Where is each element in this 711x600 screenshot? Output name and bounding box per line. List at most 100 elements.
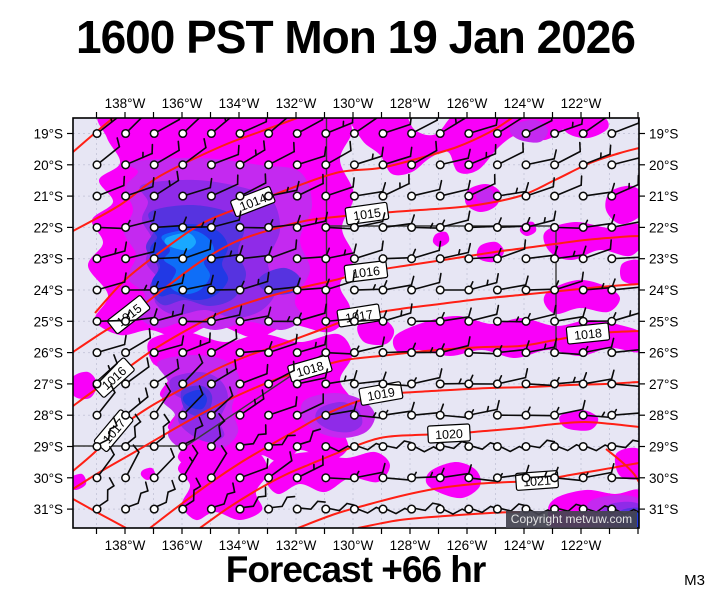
- wind-barb: [492, 182, 530, 201]
- wind-barb: [407, 140, 438, 170]
- lat-label-left: 21°S: [34, 189, 63, 204]
- model-id-label: M3: [684, 572, 705, 589]
- wind-barb: [149, 382, 172, 420]
- svg-text:1015: 1015: [352, 206, 382, 224]
- wind-barb: [321, 502, 356, 514]
- precip-area: [543, 221, 639, 261]
- precip-area: [425, 462, 481, 499]
- wind-barb: [607, 118, 639, 139]
- lat-label-right: 25°S: [649, 314, 678, 329]
- lon-label-top: 122°W: [561, 96, 602, 111]
- wind-barb: [607, 379, 639, 389]
- wind-barb: [349, 240, 384, 264]
- wind-barb: [607, 439, 639, 452]
- wind-barb: [521, 177, 556, 201]
- wind-barb: [550, 307, 587, 326]
- wind-barb: [292, 173, 324, 201]
- precip-area: [164, 232, 196, 251]
- lon-label-bottom: 134°W: [219, 538, 260, 553]
- wind-barb: [92, 477, 115, 514]
- wind-barb: [378, 401, 415, 420]
- lat-label-left: 20°S: [34, 158, 63, 173]
- wind-barb: [550, 175, 583, 201]
- wind-barb: [178, 385, 204, 420]
- wind-barb: [321, 118, 354, 139]
- wind-barb: [206, 482, 236, 514]
- wind-barb: [492, 275, 529, 295]
- wind-barb: [435, 307, 472, 326]
- wind-barb: [521, 304, 557, 326]
- wind-barb: [492, 340, 530, 358]
- lon-label-bottom: 130°W: [333, 538, 374, 553]
- wind-barb: [235, 458, 269, 483]
- isobar-label: 1018: [565, 322, 611, 345]
- wind-barb: [550, 141, 582, 170]
- wind-barb: [578, 118, 607, 139]
- wind-barb: [435, 148, 471, 170]
- forecast-hour-label: Forecast +66 hr: [225, 549, 487, 590]
- precip-area: [558, 118, 609, 139]
- wind-barb: [435, 409, 475, 420]
- wind-barb: [578, 337, 615, 358]
- wind-barb: [492, 367, 529, 389]
- wind-barb: [92, 272, 127, 295]
- wind-barb: [178, 177, 213, 201]
- wind-barb: [407, 272, 442, 295]
- wind-barb: [349, 336, 386, 358]
- wind-barb: [521, 439, 556, 452]
- lon-label-top: 132°W: [276, 96, 317, 111]
- wind-barb: [264, 333, 298, 358]
- wind-barb: [321, 400, 358, 420]
- wind-barb: [235, 140, 266, 170]
- wind-barb: [550, 271, 585, 295]
- lon-label-bottom: 138°W: [105, 538, 146, 553]
- wind-barb: [92, 241, 128, 264]
- wind-barb: [206, 444, 228, 483]
- wind-barb: [92, 445, 115, 483]
- lat-label-left: 26°S: [34, 346, 63, 361]
- wind-barb: [464, 143, 497, 170]
- wind-barb: [435, 242, 472, 264]
- wind-barb: [264, 277, 301, 295]
- wind-barb: [235, 246, 273, 264]
- wind-barb: [464, 304, 500, 326]
- copyright-watermark: Copyright metvuw.com: [506, 511, 637, 528]
- isobar-label: 1020: [427, 423, 471, 444]
- wind-barb: [178, 274, 214, 295]
- wind-barb: [321, 140, 352, 170]
- wind-barb: [206, 210, 242, 232]
- lon-label-top: 126°W: [447, 96, 488, 111]
- wind-barb: [521, 245, 559, 264]
- map-frame: [72, 117, 640, 529]
- lat-label-right: 29°S: [649, 440, 678, 455]
- wind-barb: [264, 434, 296, 452]
- wind-barb: [149, 447, 175, 483]
- wind-barb: [206, 328, 238, 358]
- lon-label-bottom: 132°W: [276, 538, 317, 553]
- wind-barb: [235, 486, 267, 514]
- wind-barb: [264, 214, 301, 232]
- wind-barb: [121, 210, 156, 232]
- wind-barb: [550, 371, 588, 389]
- wind-barb: [121, 327, 152, 358]
- wind-barb: [492, 118, 523, 139]
- wind-barb: [235, 389, 265, 420]
- wind-barb: [349, 279, 388, 295]
- lat-label-left: 25°S: [34, 314, 63, 329]
- lat-label-right: 20°S: [649, 158, 678, 173]
- wind-barb: [178, 477, 202, 514]
- wind-barb: [435, 336, 471, 358]
- wind-barb: [578, 214, 616, 232]
- wind-barb: [121, 118, 143, 139]
- wind-barb: [206, 144, 240, 170]
- wind-barb: [349, 371, 387, 389]
- isobar-label: 1016: [343, 260, 389, 283]
- wind-barb: [464, 173, 496, 201]
- wind-barb: [292, 455, 324, 483]
- wind-barb: [149, 479, 176, 514]
- wind-barb: [121, 242, 157, 264]
- wind-barb: [407, 179, 443, 201]
- wind-barb: [607, 157, 639, 170]
- lon-label-bottom: 126°W: [447, 538, 488, 553]
- wind-barb: [550, 118, 584, 139]
